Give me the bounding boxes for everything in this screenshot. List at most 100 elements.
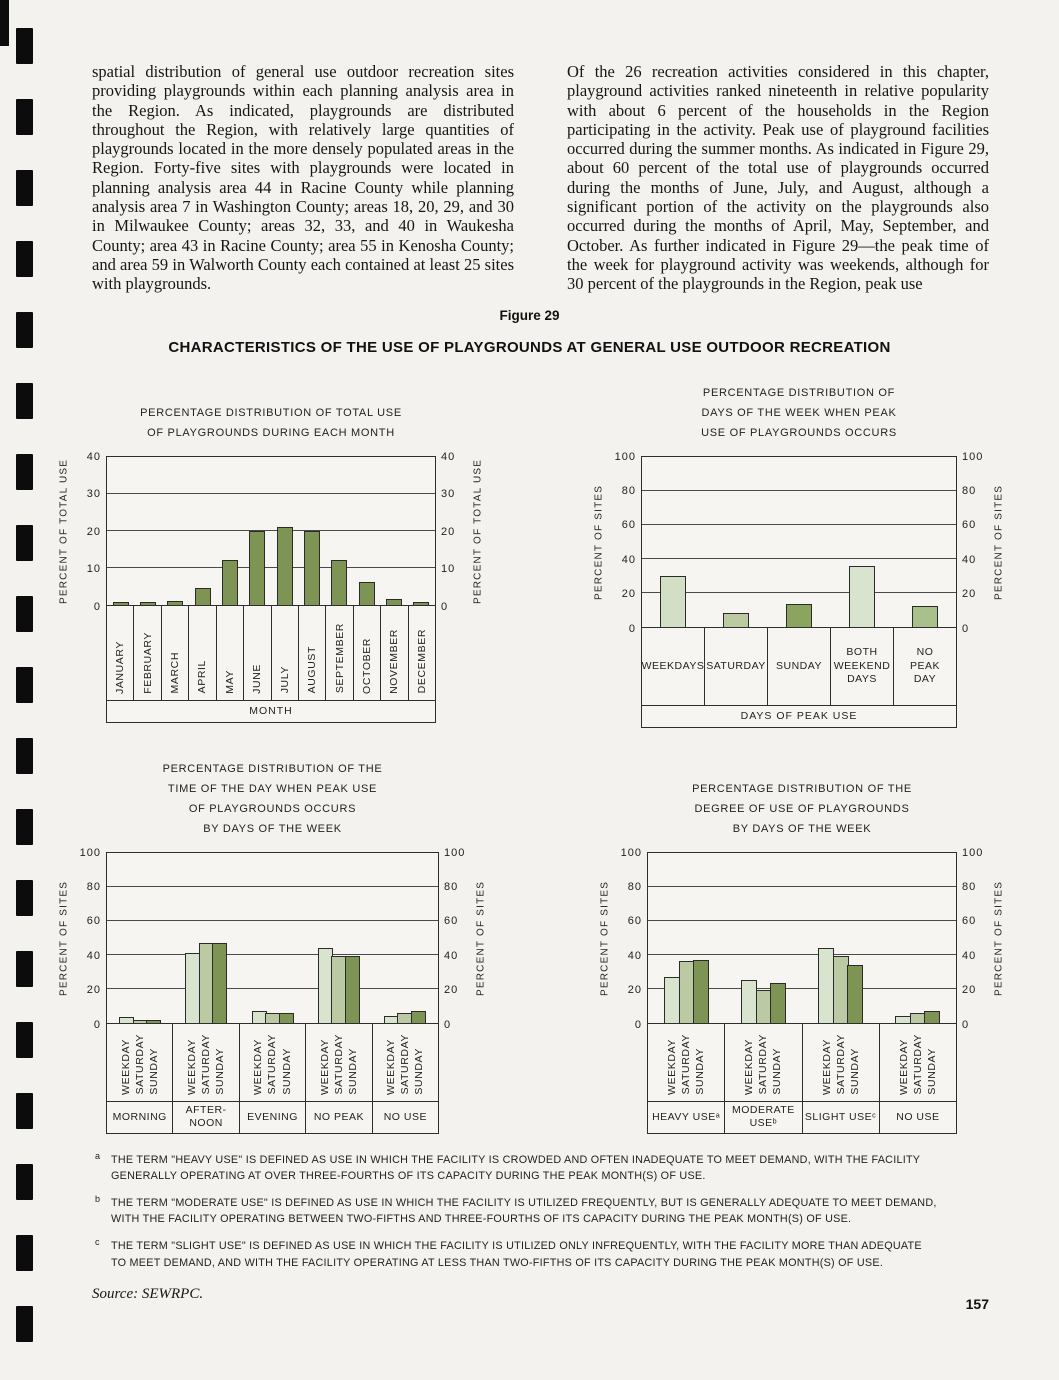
text-column-right: Of the 26 recreation activities consider…	[567, 62, 989, 294]
bar-cell	[893, 457, 956, 627]
binding-mark	[16, 312, 33, 348]
binding-mark	[16, 1093, 33, 1129]
footnote-c: c THE TERM "SLIGHT USE" IS DEFINED AS US…	[95, 1237, 939, 1270]
x-axis-label: MONTH	[249, 705, 293, 718]
x-label-cell: DECEMBER	[409, 606, 435, 700]
category-label: JUNE	[251, 663, 264, 694]
y-tick-label: 40	[86, 949, 101, 962]
x-label-cell: NOVEMBER	[381, 605, 409, 700]
group-label-cell: MODERATE USEᵇ	[725, 1101, 803, 1133]
y-tick-label: 100	[962, 846, 984, 859]
binding-mark	[16, 241, 33, 277]
x-label-cell: APRIL	[189, 605, 217, 700]
binding-mark	[16, 1235, 33, 1271]
y-tick-label: 40	[86, 450, 101, 463]
bar-cell	[768, 457, 831, 627]
y-axis-title-left: PERCENT OF TOTAL USE	[58, 458, 70, 604]
binding-mark	[0, 0, 9, 46]
category-label: WEEKDAYS	[641, 659, 705, 672]
series-label: SUNDAY	[925, 1047, 938, 1095]
x-label-cell: NO PEAK DAY	[894, 628, 956, 705]
category-label: MAY	[223, 669, 236, 694]
bar	[331, 560, 348, 605]
category-label: NOVEMBER	[388, 628, 401, 694]
y-tick-label: 60	[444, 915, 459, 928]
bar	[911, 606, 938, 627]
group-label: NO USE	[896, 1110, 940, 1123]
binding-mark	[16, 383, 33, 419]
y-tick-label: 60	[86, 915, 101, 928]
bar	[278, 1013, 294, 1023]
footnote-text: THE TERM "MODERATE USE" IS DEFINED AS US…	[111, 1196, 937, 1226]
binding-mark	[16, 525, 33, 561]
gridline	[648, 919, 956, 921]
x-label-cell: WEEKDAY SATURDAY SUNDAY	[173, 1023, 240, 1101]
series-label: SUNDAY	[346, 1047, 359, 1095]
bar	[194, 587, 211, 605]
bar-cell	[380, 457, 407, 605]
y-axis-ticks-right: 0 10 20 30 40	[436, 451, 470, 613]
bar	[119, 1016, 135, 1023]
page-number: 157	[965, 1296, 989, 1312]
plot-area	[106, 851, 439, 1024]
footnote-marker: c	[95, 1237, 100, 1248]
y-tick-label: 40	[627, 949, 642, 962]
bar	[660, 575, 687, 627]
x-label-cell: FEBRUARY	[134, 605, 162, 700]
category-label: SATURDAY	[706, 659, 766, 672]
y-axis-title-left: PERCENT OF SITES	[599, 879, 611, 996]
gridline	[107, 529, 435, 531]
x-label-cell: MARCH	[162, 605, 190, 700]
x-label-cell: AUGUST	[299, 605, 327, 700]
y-tick-label: 40	[962, 949, 977, 962]
y-axis-title-right: PERCENT OF SITES	[475, 879, 487, 996]
series-label: SATURDAY	[399, 1034, 412, 1095]
gridline	[642, 489, 956, 491]
y-tick-label: 60	[627, 915, 642, 928]
series-label: WEEKDAY	[186, 1038, 199, 1095]
gridline	[107, 919, 438, 921]
series-label: SUNDAY	[413, 1047, 426, 1095]
chart-subtitle: PERCENTAGE DISTRIBUTION OF THE TIME OF T…	[162, 763, 383, 835]
y-axis-title-right: PERCENT OF SITES	[993, 483, 1005, 600]
series-label: SUNDAY	[214, 1047, 227, 1095]
series-label: WEEKDAY	[820, 1038, 833, 1095]
y-tick-label: 0	[962, 622, 970, 635]
group-label: MODERATE USEᵇ	[732, 1103, 795, 1130]
y-tick-label: 60	[962, 519, 977, 532]
bar	[413, 602, 430, 605]
x-label-cell: WEEKDAY SATURDAY SUNDAY	[306, 1023, 373, 1101]
x-axis-band: MONTH	[106, 700, 436, 723]
y-tick-label: 60	[621, 519, 636, 532]
y-tick-label: 100	[79, 846, 101, 859]
category-label: FEBRUARY	[141, 631, 154, 694]
y-tick-label: 0	[93, 1018, 101, 1031]
y-axis-ticks-left: 0 10 20 30 40	[72, 451, 106, 613]
x-axis-band: HEAVY USEᵃ MODERATE USEᵇ SLIGHT USEᶜ NO USE	[647, 1101, 957, 1134]
bar	[848, 566, 875, 627]
group-label: SLIGHT USEᶜ	[804, 1110, 877, 1123]
binding-mark	[16, 738, 33, 774]
bar-cell	[216, 457, 243, 605]
bar-cell	[408, 457, 435, 605]
x-label-cell: JULY	[272, 605, 299, 700]
y-axis-title-right: PERCENT OF TOTAL USE	[472, 458, 484, 604]
binding-mark	[16, 1164, 33, 1200]
binding-mark	[16, 454, 33, 490]
y-tick-label: 20	[962, 984, 977, 997]
bar-group	[107, 853, 173, 1023]
binding-mark	[16, 99, 33, 135]
y-tick-label: 0	[634, 1018, 642, 1031]
gridline	[648, 987, 956, 989]
bar	[112, 602, 129, 605]
series-label: SUNDAY	[147, 1047, 160, 1095]
x-label-cell: WEEKDAY SATURDAY SUNDAY	[880, 1024, 956, 1101]
x-label-cell: WEEKDAYS	[641, 627, 705, 705]
gridline	[107, 987, 438, 989]
x-label-cell: WEEKDAY SATURDAY SUNDAY	[725, 1023, 803, 1101]
bar-cell	[830, 457, 893, 627]
group-label: EVENING	[247, 1110, 298, 1123]
footnote-text: THE TERM "HEAVY USE" IS DEFINED AS USE I…	[111, 1153, 921, 1182]
x-label-cell: WEEKDAY SATURDAY SUNDAY	[373, 1024, 438, 1101]
bar-group	[725, 853, 802, 1023]
